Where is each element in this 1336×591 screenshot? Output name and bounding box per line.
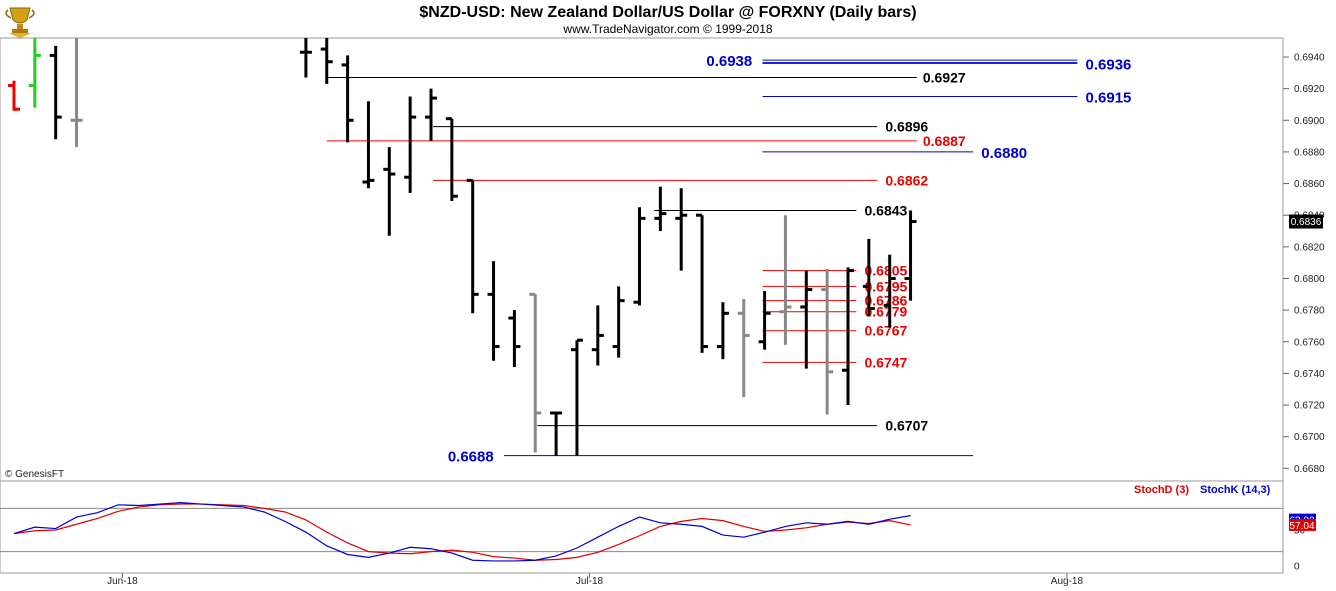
stoch-tick-label: 50 [1294, 526, 1306, 537]
price-tick-label: 0.6720 [1294, 401, 1325, 412]
copyright-label: © GenesisFT [5, 469, 64, 480]
price-tick-label: 0.6700 [1294, 432, 1325, 443]
stoch-d-line [13, 503, 911, 561]
stoch-legend-label: StochK (14,3) [1200, 484, 1271, 496]
price-tick-label: 0.6860 [1294, 179, 1325, 190]
time-tick-label: Aug-18 [1051, 576, 1084, 587]
price-tick-label: 0.6780 [1294, 306, 1325, 317]
ohlc-bar [404, 96, 417, 194]
ohlc-bar [716, 302, 729, 360]
price-tick-label: 0.6920 [1294, 84, 1325, 95]
ohlc-bar [696, 213, 709, 353]
level-label: 0.6887 [923, 133, 966, 149]
level-label: 0.6880 [981, 145, 1027, 162]
level-label: 0.6688 [448, 449, 494, 466]
ohlc-bar [341, 55, 354, 143]
ohlc-bar [612, 286, 625, 358]
price-tick-label: 0.6740 [1294, 369, 1325, 380]
level-label: 0.6843 [865, 202, 908, 218]
level-label: 0.6795 [865, 278, 908, 294]
ohlc-bar [445, 117, 458, 201]
level-label: 0.6896 [885, 119, 928, 135]
stoch-d-value: 57.04 [1289, 521, 1314, 532]
ohlc-bar [570, 338, 583, 456]
ohlc-bar [904, 210, 917, 301]
price-tick-label: 0.6940 [1294, 52, 1325, 63]
ohlc-bar [758, 291, 771, 350]
price-axis: 0.69400.69200.69000.68800.68600.68400.68… [1282, 38, 1325, 481]
time-tick-label: Jul-18 [576, 576, 604, 587]
level-label: 0.6786 [865, 293, 908, 309]
price-bars [8, 38, 917, 456]
stoch-tick-label: 0 [1294, 562, 1300, 573]
stoch-panel-frame [0, 480, 1284, 574]
ohlc-bar [487, 261, 500, 361]
ohlc-bar [466, 178, 479, 314]
level-label: 0.6938 [706, 53, 752, 70]
ohlc-bar [362, 101, 375, 189]
level-label: 0.6936 [1086, 56, 1132, 73]
ohlc-bar [654, 186, 667, 232]
ohlc-bar [299, 38, 312, 78]
chart-subtitle: www.TradeNavigator.com © 1999-2018 [562, 22, 772, 36]
ohlc-bar [675, 188, 688, 271]
ohlc-bar [842, 267, 854, 406]
price-tick-label: 0.6820 [1294, 242, 1325, 253]
ohlc-bar [49, 45, 62, 140]
ohlc-bar [28, 38, 41, 108]
ohlc-bar [779, 215, 792, 345]
ohlc-bar [70, 38, 83, 148]
last-price-box [1289, 214, 1323, 229]
ohlc-bar [591, 305, 604, 366]
time-tick-label: Jun-18 [107, 576, 138, 587]
ohlc-bar [383, 147, 396, 236]
ohlc-bar [737, 299, 750, 398]
price-tick-label: 0.6680 [1294, 464, 1325, 475]
ohlc-bar [320, 38, 333, 84]
price-tick-label: 0.6880 [1294, 147, 1325, 158]
ohlc-bar [633, 207, 646, 306]
ohlc-bar [821, 268, 834, 415]
level-label: 0.6707 [885, 418, 928, 434]
ohlc-bar [883, 254, 896, 328]
ohlc-bar [862, 238, 875, 317]
ohlc-bar [8, 80, 20, 111]
stoch-legend-label: StochD (3) [1134, 484, 1189, 496]
time-axis: Jun-18 Jul-18 Aug-18 [107, 573, 1083, 587]
ohlc-bar [550, 411, 563, 456]
last-price-label: 0.6836 [1291, 217, 1322, 228]
price-tick-label: 0.6800 [1294, 274, 1325, 285]
level-label: 0.6779 [865, 304, 908, 320]
ohlc-bar [508, 310, 521, 368]
level-label: 0.6862 [885, 172, 928, 188]
level-label: 0.6805 [865, 263, 908, 279]
stoch-d-value-box [1289, 518, 1316, 531]
level-label: 0.6767 [865, 323, 908, 339]
price-tick-label: 0.6900 [1294, 116, 1325, 127]
level-label: 0.6927 [923, 70, 966, 86]
logo-icon [5, 7, 35, 38]
level-label: 0.6915 [1086, 90, 1132, 107]
ohlc-bar [529, 292, 542, 453]
stoch-k-line [13, 502, 911, 562]
ohlc-bar [800, 270, 813, 369]
level-label: 0.6747 [865, 354, 908, 370]
chart-title: $NZD-USD: New Zealand Dollar/US Dollar @… [419, 4, 916, 21]
ohlc-bar [425, 88, 437, 141]
price-tick-label: 0.6760 [1294, 337, 1325, 348]
